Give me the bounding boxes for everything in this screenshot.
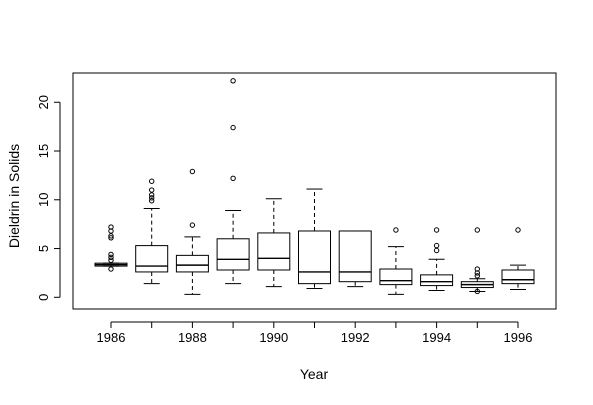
outlier-1986-7: [108, 224, 114, 230]
outlier-1989-2: [230, 78, 236, 84]
outlier-1995-1: [474, 273, 480, 279]
box-1993: [379, 227, 413, 295]
outlier-1995-0: [474, 288, 480, 295]
outlier-1987-3: [149, 187, 155, 193]
y-tick-label-15: 15: [36, 144, 51, 158]
outlier-1986-2: [108, 254, 114, 261]
outlier-1988-1: [189, 168, 196, 175]
y-tick-label-5: 5: [36, 245, 51, 252]
y-tick-label-10: 10: [36, 193, 51, 207]
outlier-1986-0: [108, 266, 114, 272]
y-axis: 0 5 10 15 20: [36, 95, 61, 301]
box-iqr-1996: [501, 269, 535, 285]
outlier-1996-0: [515, 227, 521, 233]
box-1990: [257, 198, 291, 288]
box-iqr-1992: [338, 230, 372, 283]
outlier-1994-1: [433, 242, 440, 249]
outlier-1995-4: [474, 227, 480, 233]
outlier-1987-1: [149, 195, 155, 201]
x-tick-label-1988: 1988: [178, 330, 207, 345]
outlier-1987-4: [149, 178, 155, 184]
plot-area-frame: [72, 72, 557, 310]
box-1996: [501, 227, 535, 290]
outlier-1986-1: [108, 257, 114, 263]
box-1995: [460, 227, 494, 295]
outlier-1995-3: [474, 266, 480, 272]
outlier-1994-2: [433, 227, 440, 233]
box-1987: [135, 178, 169, 285]
outlier-1986-3: [108, 251, 114, 258]
outlier-1988-0: [189, 222, 196, 228]
box-series: [94, 78, 535, 295]
outlier-1986-4: [108, 235, 114, 241]
box-iqr-1989: [216, 238, 250, 271]
x-tick-label-1994: 1994: [422, 330, 451, 345]
box-iqr-1994: [420, 274, 454, 287]
x-axis-label: Year: [300, 366, 329, 382]
outlier-1987-0: [149, 198, 155, 204]
y-tick-label-20: 20: [36, 95, 51, 109]
outlier-1993-0: [393, 227, 399, 233]
x-axis: 1986 1988 1990 1992 1994 1996: [97, 321, 533, 345]
box-1992: [338, 230, 372, 288]
box-1994: [420, 227, 454, 291]
box-1986: [94, 224, 128, 272]
box-iqr-1987: [135, 245, 169, 273]
box-iqr-1988: [175, 254, 209, 273]
box-iqr-1991: [298, 230, 331, 285]
x-tick-label-1990: 1990: [259, 330, 288, 345]
box-1988: [175, 168, 209, 295]
x-tick-label-1992: 1992: [341, 330, 370, 345]
box-1991: [298, 188, 331, 290]
x-tick-label-1986: 1986: [97, 330, 126, 345]
box-iqr-1990: [257, 232, 291, 271]
y-tick-label-0: 0: [36, 294, 51, 301]
box-iqr-1993: [379, 268, 413, 286]
outlier-1989-0: [230, 175, 236, 182]
outlier-1989-1: [230, 124, 236, 131]
box-1989: [216, 78, 250, 285]
x-tick-label-1996: 1996: [504, 330, 533, 345]
y-axis-label: Dieldrin in Solids: [6, 144, 22, 248]
outlier-1994-0: [433, 247, 440, 254]
outlier-1987-2: [149, 192, 155, 198]
